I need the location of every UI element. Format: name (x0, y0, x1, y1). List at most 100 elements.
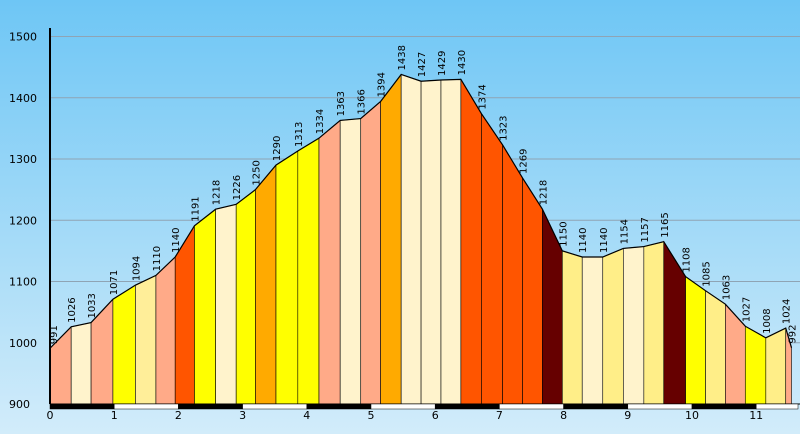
elevation-label: 1366 (357, 89, 368, 114)
km-band-segment (627, 403, 693, 410)
elevation-segment (685, 276, 706, 405)
y-tick-label: 1200 (9, 214, 37, 227)
km-band-segment (306, 403, 372, 410)
elevation-segment (255, 164, 277, 405)
elevation-segment (297, 137, 320, 405)
elevation-segment (440, 79, 462, 405)
elevation-label: 1430 (457, 50, 468, 75)
elevation-segment (643, 241, 665, 405)
elevation-label: 1071 (109, 270, 120, 295)
elevation-label: 1154 (619, 219, 630, 244)
elevation-segment (339, 118, 362, 405)
y-tick-label: 1400 (9, 92, 37, 105)
elevation-label: 1334 (315, 109, 326, 134)
elevation-segment (581, 256, 604, 405)
elevation-label: 1218 (538, 180, 549, 205)
elevation-label: 1150 (558, 221, 569, 246)
profile-line (49, 73, 793, 349)
elevation-segments (49, 73, 792, 405)
km-band-segment (178, 403, 243, 410)
km-band-segment (242, 403, 308, 410)
elevation-segment (215, 203, 237, 405)
elevation-label: 1027 (741, 297, 752, 322)
elevation-segment (502, 143, 523, 405)
km-band-segment (113, 403, 179, 410)
elevation-label: 991 (49, 325, 60, 344)
elevation-segment (744, 325, 767, 405)
y-tick-label: 1500 (9, 31, 37, 44)
profile-outline (49, 73, 793, 349)
x-tick-label: 3 (239, 409, 246, 422)
x-axis-tick-labels: 0 1 2 3 4 5 6 7 8 9 10 11 (47, 409, 764, 422)
elevation-label: 1108 (682, 247, 693, 272)
km-band-segment (563, 403, 629, 410)
elevation-segment (135, 274, 157, 405)
elevation-segment (380, 73, 402, 405)
km-band-segment (49, 403, 115, 410)
x-tick-label: 5 (368, 409, 375, 422)
elevation-label: 1250 (251, 160, 262, 185)
elevation-segment (112, 284, 136, 405)
x-tick-label: 1 (111, 409, 118, 422)
elevation-segment (360, 100, 381, 405)
km-band-segment (499, 403, 564, 410)
elevation-label: 1226 (232, 175, 243, 200)
elevation-segment (623, 246, 645, 405)
x-tick-label: 9 (624, 409, 631, 422)
elevation-label: 1140 (599, 228, 610, 253)
elevation-segment (705, 290, 726, 405)
x-tick-label: 2 (175, 409, 182, 422)
elevation-label: 1313 (294, 122, 305, 147)
elevation-segment (765, 327, 787, 405)
elevation-label: 1363 (336, 91, 347, 116)
x-tick-label: 8 (560, 409, 567, 422)
elevation-segment (602, 247, 624, 405)
x-tick-label: 0 (47, 409, 54, 422)
y-axis-tick-labels: 900 1000 1100 1200 1300 1400 1500 (9, 31, 37, 412)
elevation-segment (275, 150, 299, 405)
y-tick-label: 1300 (9, 153, 37, 166)
elevation-label: 1140 (171, 228, 182, 253)
y-tick-label: 900 (9, 398, 30, 411)
elevation-segment (318, 119, 341, 405)
elevation-label: 1165 (660, 212, 671, 237)
elevation-label: 1374 (477, 84, 488, 109)
elevation-label: 1323 (499, 115, 510, 140)
elevation-segment (235, 189, 256, 405)
elevation-label: 1008 (762, 308, 773, 333)
elevation-segment (420, 79, 442, 405)
elevation-segment (481, 112, 503, 405)
x-tick-label: 11 (749, 409, 763, 422)
km-band-segment (755, 403, 799, 410)
x-tick-label: 6 (432, 409, 439, 422)
elevation-segment (400, 74, 422, 405)
elevation-label: 1085 (701, 261, 712, 286)
elevation-segment (70, 322, 92, 405)
elevation-segment (194, 208, 216, 405)
km-band-segment (434, 403, 500, 410)
y-tick-label: 1000 (9, 337, 37, 350)
elevation-label: 1290 (272, 136, 283, 161)
elevation-segment (460, 78, 482, 405)
elevation-segment (155, 256, 176, 405)
elevation-label: 1438 (397, 45, 408, 70)
elevation-data-labels: 991 1026 1033 1071 1094 1110 1140 1191 1218 1226 1… (49, 45, 799, 344)
x-tick-label: 4 (303, 409, 310, 422)
elevation-label: 1110 (152, 246, 163, 271)
elevation-label: 1024 (782, 299, 793, 324)
elevation-segment (562, 250, 583, 405)
km-band-segment (370, 403, 436, 410)
km-band-segment (691, 403, 757, 410)
elevation-label: 1033 (87, 293, 98, 318)
elevation-label: 1218 (212, 180, 223, 205)
elevation-label: 1063 (721, 275, 732, 300)
elevation-label: 1157 (640, 217, 651, 242)
elevation-segment (522, 176, 543, 405)
elevation-label: 1269 (519, 149, 530, 174)
elevation-label: 1429 (437, 51, 448, 76)
elevation-label: 1140 (578, 228, 589, 253)
axes (49, 28, 800, 410)
elevation-label: 1026 (67, 297, 78, 322)
